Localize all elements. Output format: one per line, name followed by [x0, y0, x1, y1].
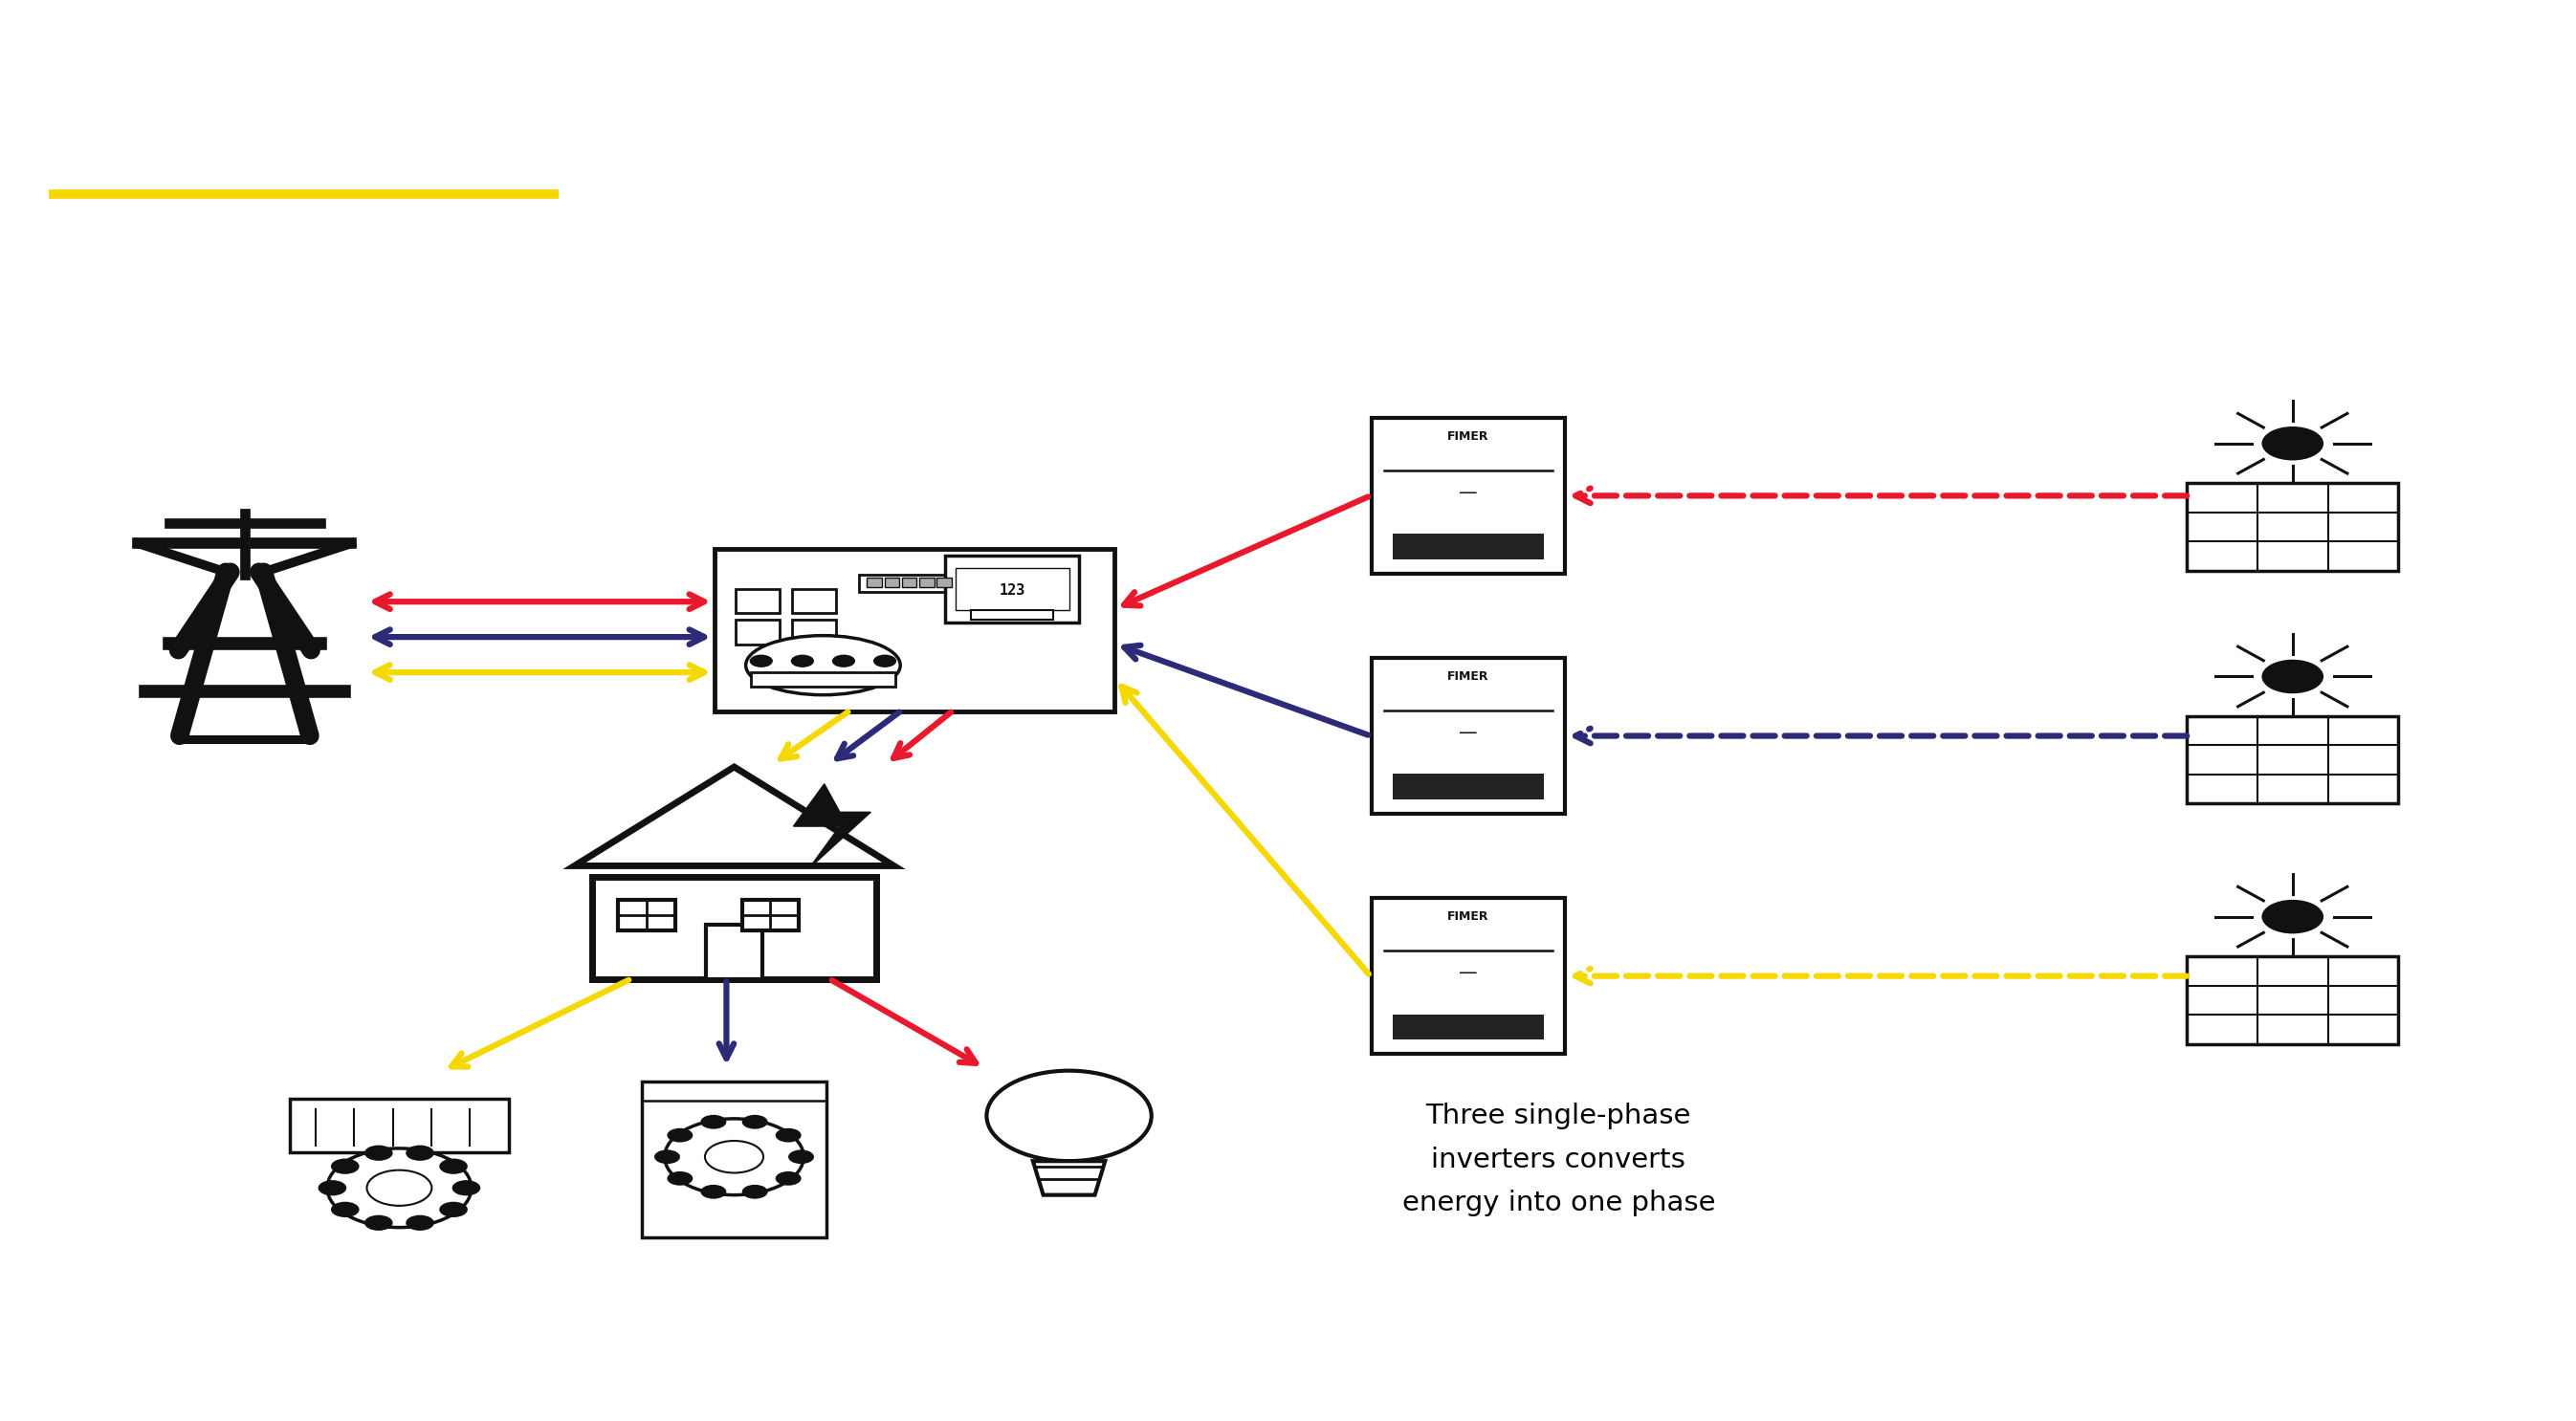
Circle shape	[775, 1171, 801, 1185]
Polygon shape	[793, 784, 871, 868]
Text: FIMER: FIMER	[1448, 911, 1489, 922]
FancyBboxPatch shape	[945, 556, 1079, 622]
FancyBboxPatch shape	[1391, 1015, 1546, 1040]
Circle shape	[654, 1150, 680, 1164]
Circle shape	[440, 1202, 469, 1218]
Text: 123: 123	[999, 583, 1025, 598]
FancyBboxPatch shape	[289, 1098, 510, 1152]
FancyBboxPatch shape	[920, 577, 935, 587]
FancyBboxPatch shape	[714, 549, 1113, 710]
Circle shape	[667, 1171, 693, 1185]
Text: —: —	[1458, 723, 1479, 742]
FancyBboxPatch shape	[1370, 898, 1566, 1054]
Circle shape	[701, 1115, 726, 1128]
FancyBboxPatch shape	[1370, 658, 1566, 814]
Text: FIMER: FIMER	[1448, 431, 1489, 442]
FancyBboxPatch shape	[737, 620, 778, 644]
Ellipse shape	[747, 635, 902, 695]
Circle shape	[366, 1169, 433, 1205]
Circle shape	[407, 1145, 435, 1161]
FancyBboxPatch shape	[902, 577, 917, 587]
FancyBboxPatch shape	[793, 588, 835, 612]
Circle shape	[832, 655, 855, 668]
Circle shape	[2262, 899, 2324, 934]
Circle shape	[440, 1158, 469, 1174]
Circle shape	[665, 1118, 804, 1195]
FancyBboxPatch shape	[742, 899, 799, 931]
FancyBboxPatch shape	[737, 588, 778, 612]
FancyBboxPatch shape	[884, 577, 899, 587]
Text: Three-phase connected home (using 3 x 1P inverters): Three-phase connected home (using 3 x 1P…	[46, 105, 2380, 180]
FancyBboxPatch shape	[1391, 534, 1546, 560]
FancyBboxPatch shape	[1391, 774, 1546, 800]
FancyBboxPatch shape	[866, 577, 881, 587]
FancyBboxPatch shape	[956, 568, 1069, 610]
Circle shape	[330, 1158, 358, 1174]
FancyBboxPatch shape	[618, 899, 675, 931]
FancyBboxPatch shape	[2187, 956, 2398, 1044]
Circle shape	[2262, 426, 2324, 460]
Circle shape	[706, 1141, 762, 1172]
FancyBboxPatch shape	[938, 577, 951, 587]
FancyBboxPatch shape	[180, 736, 309, 743]
Polygon shape	[1033, 1161, 1105, 1195]
FancyBboxPatch shape	[971, 610, 1054, 620]
Text: Three single-phase
inverters converts
energy into one phase: Three single-phase inverters converts en…	[1401, 1103, 1716, 1216]
FancyBboxPatch shape	[706, 925, 762, 979]
Circle shape	[330, 1202, 358, 1218]
Circle shape	[791, 655, 814, 668]
FancyBboxPatch shape	[641, 1081, 827, 1238]
Circle shape	[742, 1115, 768, 1128]
Circle shape	[2262, 659, 2324, 693]
Circle shape	[363, 1215, 392, 1231]
Circle shape	[363, 1145, 392, 1161]
Circle shape	[453, 1181, 482, 1195]
Text: —: —	[1458, 483, 1479, 502]
FancyBboxPatch shape	[2187, 483, 2398, 571]
Circle shape	[407, 1215, 435, 1231]
Circle shape	[750, 655, 773, 668]
Circle shape	[701, 1185, 726, 1199]
Text: —: —	[1458, 963, 1479, 982]
Circle shape	[667, 1128, 693, 1142]
FancyBboxPatch shape	[858, 576, 951, 591]
Text: FIMER: FIMER	[1448, 671, 1489, 682]
FancyBboxPatch shape	[752, 672, 896, 686]
FancyBboxPatch shape	[1370, 418, 1566, 574]
Circle shape	[987, 1070, 1151, 1161]
Circle shape	[873, 655, 896, 668]
Circle shape	[775, 1128, 801, 1142]
FancyBboxPatch shape	[2187, 716, 2398, 804]
FancyBboxPatch shape	[592, 877, 876, 979]
Circle shape	[788, 1150, 814, 1164]
Circle shape	[319, 1181, 348, 1195]
Circle shape	[742, 1185, 768, 1199]
FancyBboxPatch shape	[793, 620, 835, 644]
Circle shape	[327, 1148, 471, 1228]
